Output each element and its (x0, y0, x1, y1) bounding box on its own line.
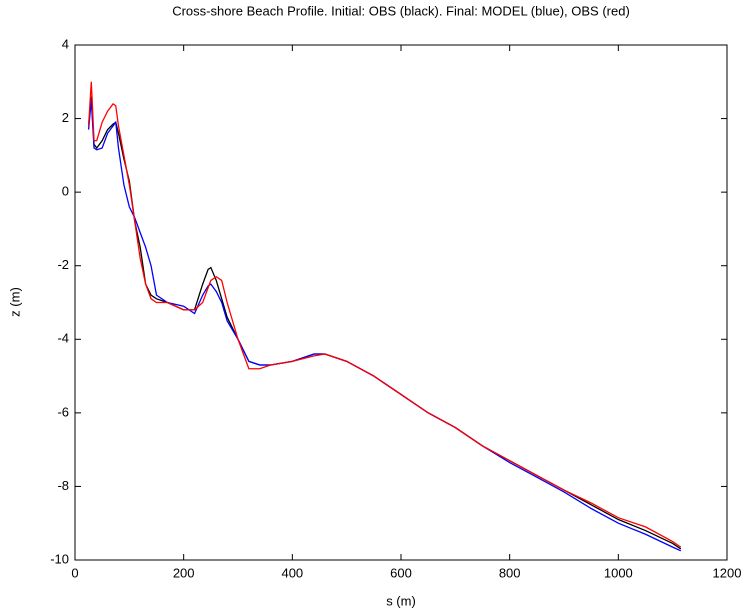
y-tick-label: -2 (57, 257, 69, 272)
x-tick-label: 800 (499, 565, 521, 580)
x-tick-label: 600 (390, 565, 412, 580)
x-tick-label: 0 (71, 565, 78, 580)
plot-frame (74, 44, 728, 561)
data-line (87, 100, 682, 552)
y-tick-label: 4 (62, 36, 69, 51)
y-tick-label: 2 (62, 110, 69, 125)
x-tick-label: 400 (281, 565, 303, 580)
data-line (87, 81, 682, 548)
y-axis-label: z (m) (7, 287, 22, 317)
x-axis-label: s (m) (386, 593, 416, 608)
y-tick-label: -10 (50, 551, 69, 566)
x-tick-label: 200 (173, 565, 195, 580)
y-tick-label: -8 (57, 478, 69, 493)
chart-title: Cross-shore Beach Profile. Initial: OBS … (172, 3, 630, 18)
y-tick-label: -4 (57, 331, 69, 346)
x-tick-label: 1000 (604, 565, 633, 580)
y-tick-label: 0 (62, 184, 69, 199)
x-tick-label: 1200 (713, 565, 742, 580)
y-tick-label: -6 (57, 404, 69, 419)
